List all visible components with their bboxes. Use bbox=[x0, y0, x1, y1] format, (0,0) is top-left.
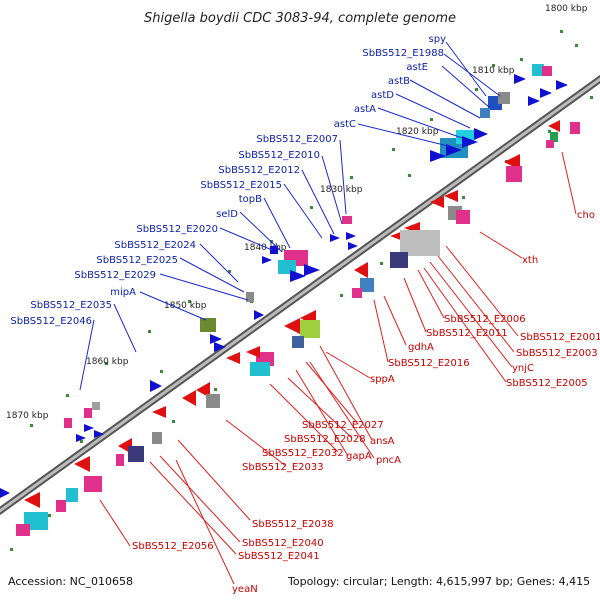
gene-label-forward: astC bbox=[334, 119, 356, 130]
gene-label-forward: SbBS512_E2025 bbox=[96, 255, 178, 266]
gene-label-forward: SbBS512_E2007 bbox=[256, 134, 338, 145]
gene-label-reverse: ynjC bbox=[512, 363, 534, 374]
kbp-label: 1820 kbp bbox=[396, 127, 439, 137]
gene-label-forward: SbBS512_E2020 bbox=[136, 224, 218, 235]
accession-label: Accession: NC_010658 bbox=[8, 575, 133, 588]
gene-label-reverse: SbBS512_E2006 bbox=[444, 314, 526, 325]
kbp-label: 1860 kbp bbox=[86, 357, 129, 367]
gene-label-forward: mipA bbox=[110, 287, 136, 298]
gene-label-reverse: ansA bbox=[370, 436, 395, 447]
gene-label-reverse: SbBS512_E2016 bbox=[388, 358, 470, 369]
gene-label-reverse: SbBS512_E2038 bbox=[252, 519, 334, 530]
kbp-label: 1830 kbp bbox=[320, 185, 363, 195]
gene-label-reverse: SbBS512_E2033 bbox=[242, 462, 324, 473]
gene-label-forward: SbBS512_E2010 bbox=[238, 150, 320, 161]
reverse-labels: cho xth SbBS512_E2001 SbBS512_E2003 ynjC… bbox=[132, 210, 600, 595]
kbp-label: 1870 kbp bbox=[6, 411, 49, 421]
genome-summary: Topology: circular; Length: 4,615,997 bp… bbox=[287, 575, 590, 588]
gene-label-forward: spy bbox=[429, 34, 447, 45]
gene-label-reverse: SbBS512_E2001 bbox=[520, 332, 600, 343]
gene-label-reverse: gdhA bbox=[408, 342, 434, 353]
gene-label-reverse: pncA bbox=[376, 455, 401, 466]
gene-label-reverse: SbBS512_E2041 bbox=[238, 551, 320, 562]
kbp-label: 1840 kbp bbox=[244, 243, 287, 253]
gene-label-forward: astB bbox=[388, 76, 410, 87]
gene-label-forward: astA bbox=[354, 104, 376, 115]
gene-label-forward: SbBS512_E1988 bbox=[362, 48, 444, 59]
kbp-scale: 1800 kbp 1810 kbp 1820 kbp 1830 kbp 1840… bbox=[6, 4, 588, 421]
reverse-genes bbox=[16, 120, 580, 536]
forward-genes bbox=[0, 64, 568, 498]
kbp-label: 1800 kbp bbox=[545, 4, 588, 14]
gene-label-reverse: SbBS512_E2056 bbox=[132, 541, 214, 552]
forward-labels: spy SbBS512_E1988 astE astB astD astA as… bbox=[10, 34, 446, 327]
gene-label-forward: astD bbox=[371, 90, 394, 101]
gene-label-forward: SbBS512_E2029 bbox=[74, 270, 156, 281]
gene-label-forward: SbBS512_E2012 bbox=[218, 165, 300, 176]
gene-label-reverse: cho bbox=[577, 210, 595, 221]
kbp-label: 1850 kbp bbox=[164, 301, 207, 311]
gene-label-reverse: SbBS512_E2028 bbox=[284, 434, 366, 445]
reverse-callouts bbox=[99, 151, 577, 585]
gene-label-forward: topB bbox=[239, 194, 262, 205]
kbp-label: 1810 kbp bbox=[472, 66, 515, 76]
forward-callouts bbox=[79, 41, 501, 391]
gene-label-reverse: SbBS512_E2003 bbox=[516, 348, 598, 359]
gene-label-reverse: SbBS512_E2032 bbox=[262, 448, 344, 459]
gene-label-forward: selD bbox=[216, 209, 238, 220]
gene-label-reverse: sppA bbox=[370, 374, 395, 385]
gene-label-forward: astE bbox=[406, 62, 428, 73]
map-title: Shigella boydii CDC 3083-94, complete ge… bbox=[144, 11, 456, 26]
gene-label-reverse: SbBS512_E2005 bbox=[506, 378, 588, 389]
gene-label-forward: SbBS512_E2046 bbox=[10, 316, 92, 327]
gene-label-reverse: gapA bbox=[346, 451, 372, 462]
gene-label-reverse: SbBS512_E2040 bbox=[242, 538, 324, 549]
gene-label-forward: SbBS512_E2035 bbox=[30, 300, 112, 311]
gene-label-forward: SbBS512_E2015 bbox=[200, 180, 282, 191]
gene-label-reverse: SbBS512_E2027 bbox=[302, 420, 384, 431]
gene-label-reverse: SbBS512_E2011 bbox=[426, 328, 508, 339]
gene-label-reverse: yeaN bbox=[232, 584, 258, 595]
gene-label-forward: SbBS512_E2024 bbox=[114, 240, 196, 251]
gene-label-reverse: xth bbox=[522, 255, 538, 266]
